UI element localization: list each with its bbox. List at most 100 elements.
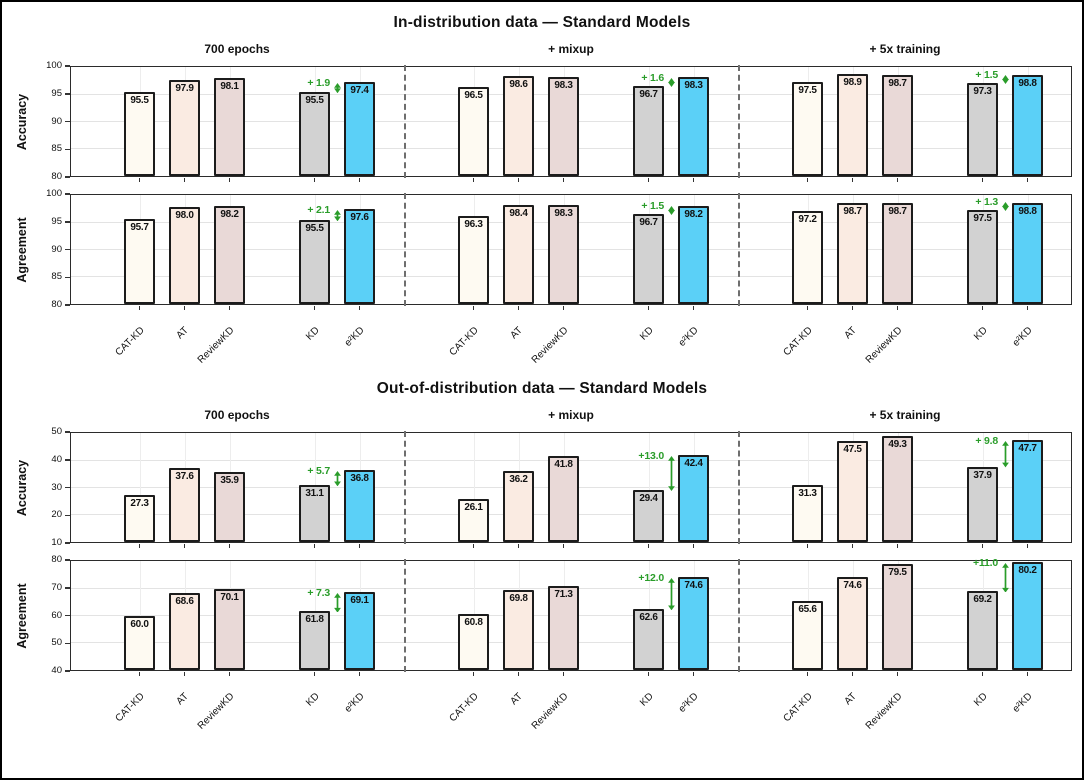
y-axis-label-accuracy: Accuracy [15, 93, 29, 150]
group-separator [404, 431, 406, 544]
group-separator [404, 65, 406, 178]
bar-value-label: 98.9 [843, 77, 862, 89]
group-separator [738, 431, 740, 544]
bar-e-kd: 97.6 [344, 209, 375, 304]
group-header-5x-training: + 5x training [869, 408, 941, 422]
bar-value-label: 47.7 [1018, 443, 1037, 455]
bar-kd: 29.4 [633, 489, 664, 542]
x-tick-mark [228, 306, 231, 310]
x-tick-mark [472, 306, 475, 310]
bar-cat-kd: 96.5 [458, 87, 489, 176]
delta-arrow-icon [668, 577, 675, 611]
bar-value-label: 26.1 [464, 501, 483, 513]
x-tick-mark [896, 178, 899, 182]
panel-row-accuracy: Accuracy 10 20 30 40 50 27.3 37.6 35.9 31.1 36.8… [10, 427, 1074, 548]
x-tick-label-reviewkd: ReviewKD [863, 325, 905, 366]
x-tick-mark [138, 178, 141, 182]
bar-value-label: 31.1 [305, 488, 324, 500]
y-tick-mark [65, 642, 70, 644]
bar-value-label: 37.6 [175, 470, 194, 482]
bar-reviewkd: 98.2 [214, 205, 245, 304]
delta-value-label: + 1.5 [641, 200, 664, 212]
bar-value-label: 60.8 [464, 616, 483, 628]
bar-cat-kd: 97.5 [792, 81, 823, 176]
x-tick-label-cat-kd: CAT-KD [113, 691, 147, 725]
bar-value-label: 29.4 [639, 492, 658, 504]
y-tick-label: 80 [51, 171, 62, 182]
y-tick-mark [65, 276, 70, 278]
bar-cat-kd: 60.8 [458, 613, 489, 670]
bar-cat-kd: 95.7 [124, 219, 155, 304]
x-tick-mark [981, 178, 984, 182]
y-tick-mark [65, 221, 70, 223]
bar-at: 98.9 [837, 74, 868, 176]
plot-panel-in-dist-accuracy: 95.5 97.9 98.1 95.5 97.4 + 1.9 96.5 98.6 98.3 96.… [70, 65, 1072, 182]
delta-value-label: + 1.5 [975, 68, 998, 81]
x-tick-mark [806, 178, 809, 182]
bar-reviewkd: 79.5 [882, 563, 913, 670]
bar-value-label: 98.6 [509, 78, 528, 90]
y-tick-mark [65, 120, 70, 123]
x-tick-mark [851, 544, 854, 548]
x-tick-label-e-kd: e²KD [342, 691, 367, 715]
bar-value-label: 95.5 [305, 95, 324, 107]
delta-value-label: + 1.9 [307, 77, 330, 90]
y-axis-ticks: 80 85 90 95 100 [34, 61, 70, 182]
x-tick-mark [647, 178, 650, 182]
bar-value-label: 35.9 [220, 475, 239, 487]
delta-value-label: + 9.8 [975, 435, 998, 448]
x-tick-mark [981, 544, 984, 548]
x-tick-mark [851, 178, 854, 182]
grid-line-vertical [473, 433, 475, 542]
x-tick-mark [183, 672, 186, 676]
x-tick-mark [981, 306, 984, 310]
panel-row-agreement: Agreement 80 85 90 95 100 95.7 98.0 98.2 95.5 97… [10, 189, 1074, 310]
x-tick-label-at: AT [842, 691, 860, 708]
x-tick-label-reviewkd: ReviewKD [863, 691, 905, 732]
x-tick-mark [647, 544, 650, 548]
x-tick-mark [313, 544, 316, 548]
bar-value-label: 98.2 [220, 208, 239, 220]
x-tick-mark [517, 306, 520, 310]
y-tick-label: 40 [51, 665, 62, 676]
y-tick-mark [65, 486, 70, 489]
x-tick-label-cat-kd: CAT-KD [781, 691, 815, 725]
x-tick-label-reviewkd: ReviewKD [529, 325, 571, 366]
bar-kd: 97.5 [967, 209, 998, 304]
x-axis-labels: CAT-KD AT ReviewKD KD e²KD CAT-KD AT ReviewKD KD… [70, 320, 1072, 372]
x-tick-label-at: AT [508, 325, 526, 342]
delta-value-label: + 1.6 [641, 72, 664, 84]
panel-row-accuracy: Accuracy 80 85 90 95 100 95.5 97.9 98.1 95.5 97.… [10, 61, 1074, 182]
x-tick-mark [138, 672, 141, 676]
bar-value-label: 97.3 [973, 85, 992, 97]
bar-e-kd: 42.4 [678, 454, 709, 542]
bar-reviewkd: 35.9 [214, 472, 245, 542]
y-tick-mark [65, 93, 70, 95]
bar-value-label: 97.2 [798, 214, 817, 226]
bar-value-label: 98.1 [220, 81, 239, 93]
bar-reviewkd: 98.1 [214, 78, 245, 176]
x-tick-mark [806, 306, 809, 310]
y-tick-label: 50 [51, 637, 62, 649]
bar-value-label: 97.5 [798, 84, 817, 96]
x-tick-label-e-kd: e²KD [676, 325, 701, 349]
x-axis-labels: CAT-KD AT ReviewKD KD e²KD CAT-KD AT ReviewKD KD… [70, 686, 1072, 738]
x-tick-mark [517, 672, 520, 676]
x-tick-label-kd: KD [637, 325, 656, 343]
group-header-mixup: + mixup [548, 42, 594, 56]
bar-value-label: 98.8 [1018, 77, 1037, 89]
x-tick-mark [851, 306, 854, 310]
x-tick-label-kd: KD [303, 325, 322, 343]
delta-arrow-icon [1002, 74, 1009, 84]
x-tick-mark [183, 544, 186, 548]
x-tick-mark [896, 672, 899, 676]
bar-reviewkd: 70.1 [214, 588, 245, 670]
section-in-distribution: In-distribution data — Standard Models 7… [10, 14, 1074, 372]
x-tick-mark [358, 306, 361, 310]
x-tick-mark [358, 544, 361, 548]
group-header-700-epochs: 700 epochs [204, 42, 270, 56]
y-axis-label-accuracy: Accuracy [15, 459, 29, 516]
delta-value-label: +11.0 [973, 556, 998, 569]
bar-value-label: 65.6 [798, 604, 817, 616]
